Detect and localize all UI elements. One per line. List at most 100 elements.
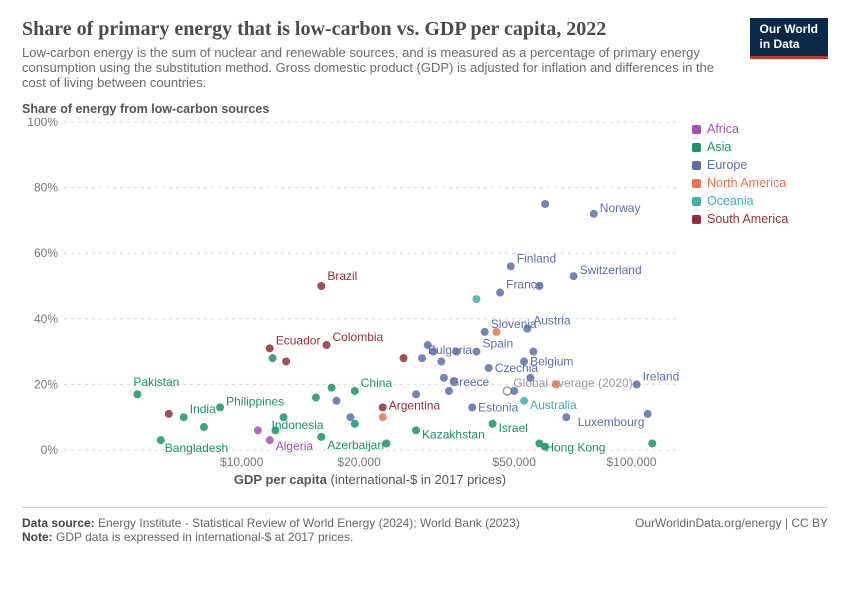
data-point[interactable] xyxy=(590,210,598,218)
y-tick-label: 0% xyxy=(41,443,59,457)
data-point[interactable] xyxy=(424,341,432,349)
legend-item[interactable]: North America xyxy=(692,176,788,190)
data-point[interactable] xyxy=(523,325,531,333)
data-point[interactable] xyxy=(266,344,274,352)
data-point[interactable] xyxy=(266,436,274,444)
legend-swatch-icon xyxy=(692,143,701,152)
footer-left: Data source: Energy Institute - Statisti… xyxy=(22,516,520,544)
data-point-label: Ireland xyxy=(643,369,680,383)
data-point[interactable] xyxy=(541,443,549,451)
data-point[interactable] xyxy=(648,439,656,447)
data-point[interactable] xyxy=(552,380,560,388)
data-point[interactable] xyxy=(317,433,325,441)
data-point[interactable] xyxy=(520,357,528,365)
legend-item[interactable]: South America xyxy=(692,212,788,226)
data-point[interactable] xyxy=(562,413,570,421)
data-point[interactable] xyxy=(644,410,652,418)
data-point[interactable] xyxy=(180,413,188,421)
data-point-label: Belgium xyxy=(530,354,573,368)
data-point[interactable] xyxy=(472,295,480,303)
data-point[interactable] xyxy=(328,384,336,392)
data-point[interactable] xyxy=(351,420,359,428)
global-avg-marker[interactable] xyxy=(503,387,511,395)
data-point[interactable] xyxy=(254,426,262,434)
data-point-label: Pakistan xyxy=(133,375,179,389)
data-point-label: Indonesia xyxy=(272,418,324,432)
data-point[interactable] xyxy=(485,364,493,372)
legend-item[interactable]: Europe xyxy=(692,158,788,172)
x-tick-label: $20,000 xyxy=(337,455,381,469)
legend-item[interactable]: Asia xyxy=(692,140,788,154)
legend-swatch-icon xyxy=(692,179,701,188)
data-point[interactable] xyxy=(332,397,340,405)
legend: Africa Asia Europe North America Oceania Sout… xyxy=(692,118,788,493)
data-point[interactable] xyxy=(526,374,534,382)
data-point-label: Colombia xyxy=(333,330,384,344)
data-point[interactable] xyxy=(445,387,453,395)
data-point[interactable] xyxy=(351,387,359,395)
data-point[interactable] xyxy=(450,377,458,385)
data-point[interactable] xyxy=(216,403,224,411)
owid-logo: Our World in Data xyxy=(750,18,828,59)
data-point[interactable] xyxy=(312,394,320,402)
legend-item[interactable]: Africa xyxy=(692,122,788,136)
data-point[interactable] xyxy=(346,413,354,421)
data-point[interactable] xyxy=(429,348,437,356)
data-point-label: Israel xyxy=(499,421,528,435)
y-tick-label: 100% xyxy=(27,118,58,129)
data-point[interactable] xyxy=(570,272,578,280)
data-point[interactable] xyxy=(382,439,390,447)
data-point[interactable] xyxy=(492,328,500,336)
data-point[interactable] xyxy=(379,403,387,411)
data-point-label: Azerbaijan xyxy=(327,438,384,452)
data-point[interactable] xyxy=(520,397,528,405)
data-point-label: Kazakhstan xyxy=(422,427,485,441)
data-point[interactable] xyxy=(282,357,290,365)
data-point-label: Austria xyxy=(533,314,571,328)
data-point[interactable] xyxy=(489,420,497,428)
data-point[interactable] xyxy=(418,354,426,362)
data-point[interactable] xyxy=(200,423,208,431)
data-point-label: Argentina xyxy=(389,398,441,412)
page-subtitle: Low-carbon energy is the sum of nuclear … xyxy=(22,45,722,90)
data-point[interactable] xyxy=(529,348,537,356)
legend-item[interactable]: Oceania xyxy=(692,194,788,208)
data-point-label: Brazil xyxy=(327,269,357,283)
legend-label: South America xyxy=(707,212,788,226)
data-point[interactable] xyxy=(437,357,445,365)
y-axis-title: Share of energy from low-carbon sources xyxy=(22,102,828,116)
data-point[interactable] xyxy=(472,348,480,356)
legend-label: Europe xyxy=(707,158,747,172)
legend-swatch-icon xyxy=(692,215,701,224)
data-point[interactable] xyxy=(633,380,641,388)
data-point[interactable] xyxy=(400,354,408,362)
data-point-label: Australia xyxy=(530,398,577,412)
legend-swatch-icon xyxy=(692,161,701,170)
data-point[interactable] xyxy=(323,341,331,349)
data-point[interactable] xyxy=(510,387,518,395)
x-tick-label: $50,000 xyxy=(493,455,537,469)
data-point[interactable] xyxy=(317,282,325,290)
legend-label: Asia xyxy=(707,140,731,154)
data-point[interactable] xyxy=(535,282,543,290)
data-point[interactable] xyxy=(165,410,173,418)
data-point[interactable] xyxy=(412,390,420,398)
data-point-label: Estonia xyxy=(478,400,518,414)
y-tick-label: 40% xyxy=(34,312,58,326)
data-point[interactable] xyxy=(412,426,420,434)
data-point-label: Ecuador xyxy=(276,333,321,347)
data-point[interactable] xyxy=(440,374,448,382)
data-point[interactable] xyxy=(541,200,549,208)
y-tick-label: 20% xyxy=(34,377,58,391)
header-row: Share of primary energy that is low-carb… xyxy=(22,18,828,90)
data-point[interactable] xyxy=(157,436,165,444)
data-point[interactable] xyxy=(468,403,476,411)
data-point[interactable] xyxy=(507,262,515,270)
y-tick-label: 80% xyxy=(34,181,58,195)
data-point[interactable] xyxy=(269,354,277,362)
data-point[interactable] xyxy=(133,390,141,398)
data-point[interactable] xyxy=(379,413,387,421)
data-point[interactable] xyxy=(481,328,489,336)
data-point[interactable] xyxy=(452,348,460,356)
data-point[interactable] xyxy=(496,289,504,297)
